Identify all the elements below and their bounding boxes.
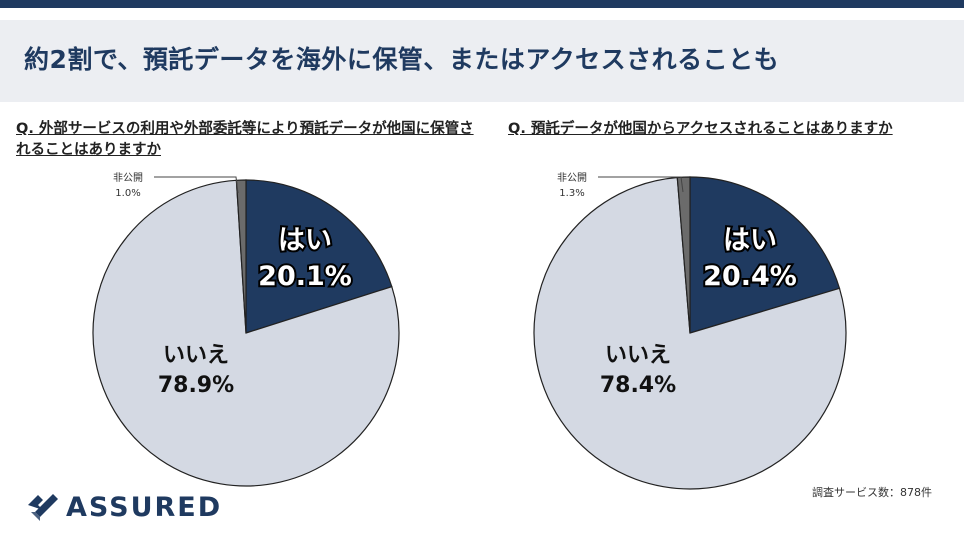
assured-logo-text: ASSURED [66, 491, 223, 523]
assured-logo: ASSURED [26, 490, 222, 524]
chart-1-value-no: 78.9% [158, 373, 234, 398]
chart-2-label-no: いいえ [605, 343, 671, 368]
chart-2-label-undisclosed: 非公開 [557, 172, 587, 184]
chart-2-slice-undisclosed [676, 176, 691, 334]
chart-2-slice-yes [689, 176, 841, 334]
chart-1-value-yes: 20.1% [258, 261, 352, 292]
chart-2-undisclosed-leader-line [598, 176, 684, 193]
survey-count-note: 調査サービス数：878件 [812, 486, 932, 499]
chart-2-question: Q. 預託データが他国からアクセスされることはありますか [508, 121, 893, 137]
chart-2-value-undisclosed: 1.3% [559, 188, 584, 199]
chart-1-slice-yes [245, 179, 393, 334]
page-title: 約2割で、預託データを海外に保管、またはアクセスされることも [24, 45, 780, 74]
chart-1-question: Q. 外部サービスの利用や外部委託等により預託データが他国に保管されることはあり… [16, 121, 474, 158]
assured-logo-icon [28, 494, 58, 521]
chart-1-slice-no [92, 179, 400, 487]
chart-1-undisclosed-leader-line [154, 176, 239, 194]
chart-2-value-yes: 20.4% [703, 261, 797, 292]
title-band [0, 20, 964, 102]
chart-2-label-yes: はい [723, 225, 777, 256]
chart-1-label-yes: はい [278, 225, 332, 256]
chart-2-value-no: 78.4% [600, 373, 676, 398]
chart-1-label-no: いいえ [163, 343, 229, 368]
chart-1-value-undisclosed: 1.0% [115, 188, 140, 199]
top-accent-bar [0, 0, 964, 8]
chart-2-slice-no [533, 176, 847, 490]
chart-1-label-undisclosed: 非公開 [113, 172, 143, 184]
